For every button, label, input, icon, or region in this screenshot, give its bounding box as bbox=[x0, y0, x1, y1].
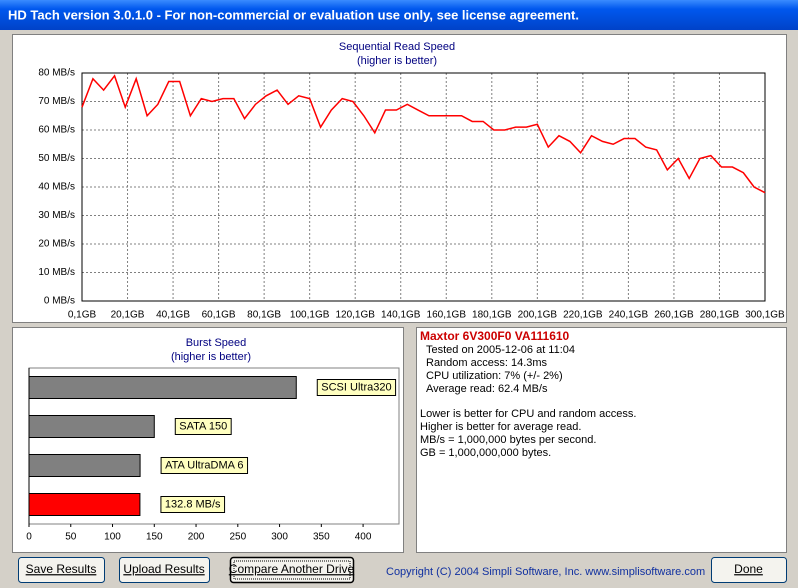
label-box bbox=[316, 379, 397, 396]
chart-subtitle: (higher is better) bbox=[171, 351, 251, 363]
x-tick-label: 400 bbox=[355, 532, 372, 543]
x-tick-label: 120,1GB bbox=[335, 310, 375, 321]
chart-title: Burst Speed bbox=[186, 337, 247, 349]
button[interactable] bbox=[229, 556, 355, 584]
x-tick-label: 240,1GB bbox=[609, 310, 649, 321]
x-tick-label: 300 bbox=[271, 532, 288, 543]
y-tick-label: 60 MB/s bbox=[38, 125, 75, 136]
info-detail: Average read: 62.4 MB/s bbox=[426, 383, 548, 395]
y-tick-label: 50 MB/s bbox=[38, 153, 75, 164]
chart-title: Sequential Read Speed bbox=[339, 41, 455, 53]
x-tick-label: 220,1GB bbox=[563, 310, 603, 321]
button[interactable] bbox=[18, 557, 105, 583]
x-tick-label: 20,1GB bbox=[111, 310, 145, 321]
bar bbox=[28, 454, 141, 477]
x-tick-label: 250 bbox=[229, 532, 246, 543]
button-label[interactable]: Done bbox=[734, 562, 763, 576]
category-label: SCSI Ultra320 bbox=[321, 381, 391, 393]
button-label[interactable]: Compare Another Drive bbox=[229, 562, 355, 576]
category-label: SATA 150 bbox=[179, 420, 227, 432]
x-tick-label: 140,1GB bbox=[381, 310, 421, 321]
x-tick-label: 200 bbox=[188, 532, 205, 543]
copyright: Copyright (C) 2004 Simpli Software, Inc.… bbox=[386, 566, 705, 578]
bar bbox=[28, 376, 297, 399]
plot-border bbox=[81, 72, 766, 302]
y-tick-label: 0 MB/s bbox=[44, 296, 75, 307]
x-tick-label: 50 bbox=[65, 532, 77, 543]
info-note: MB/s = 1,000,000 bytes per second. bbox=[420, 434, 596, 446]
x-tick-label: 200,1GB bbox=[518, 310, 558, 321]
y-tick-label: 70 MB/s bbox=[38, 96, 75, 107]
x-tick-label: 280,1GB bbox=[700, 310, 740, 321]
button-label[interactable]: Upload Results bbox=[123, 562, 204, 576]
x-tick-label: 260,1GB bbox=[654, 310, 694, 321]
y-tick-label: 80 MB/s bbox=[38, 68, 75, 79]
x-tick-label: 150 bbox=[146, 532, 163, 543]
info-note: Lower is better for CPU and random acces… bbox=[420, 408, 636, 420]
bar bbox=[28, 415, 155, 438]
x-tick-label: 0 bbox=[26, 532, 32, 543]
label-box bbox=[160, 496, 226, 513]
category-label: ATA UltraDMA 6 bbox=[165, 459, 243, 471]
x-tick-label: 60,1GB bbox=[202, 310, 236, 321]
x-tick-label: 350 bbox=[313, 532, 330, 543]
title-bar bbox=[0, 0, 798, 30]
x-tick-label: 300,1GB bbox=[745, 310, 785, 321]
info-detail: Random access: 14.3ms bbox=[426, 357, 548, 369]
info-note: Higher is better for average read. bbox=[420, 421, 581, 433]
label-box bbox=[160, 457, 249, 474]
x-tick-label: 180,1GB bbox=[472, 310, 512, 321]
y-tick-label: 10 MB/s bbox=[38, 267, 75, 278]
x-tick-label: 40,1GB bbox=[156, 310, 190, 321]
button[interactable] bbox=[119, 557, 210, 583]
info-panel bbox=[416, 327, 787, 553]
button-label[interactable]: Save Results bbox=[26, 562, 97, 576]
bar bbox=[28, 493, 141, 516]
y-tick-label: 20 MB/s bbox=[38, 239, 75, 250]
window-title: HD Tach version 3.0.1.0 - For non-commer… bbox=[8, 7, 579, 22]
chart-subtitle: (higher is better) bbox=[357, 55, 437, 67]
x-tick-label: 80,1GB bbox=[247, 310, 281, 321]
x-tick-label: 100,1GB bbox=[290, 310, 330, 321]
drive-name: Maxtor 6V300F0 VA111610 bbox=[420, 329, 570, 343]
info-detail: CPU utilization: 7% (+/- 2%) bbox=[426, 370, 563, 382]
focus-ring bbox=[233, 560, 351, 580]
label-box bbox=[174, 418, 232, 435]
x-tick-label: 100 bbox=[104, 532, 121, 543]
info-detail: Tested on 2005-12-06 at 11:04 bbox=[426, 344, 575, 356]
info-note: GB = 1,000,000,000 bytes. bbox=[420, 447, 551, 459]
value-label: 132.8 MB/s bbox=[165, 498, 221, 510]
y-tick-label: 30 MB/s bbox=[38, 210, 75, 221]
x-tick-label: 0,1GB bbox=[68, 310, 97, 321]
read-speed-line bbox=[81, 74, 766, 194]
y-tick-label: 40 MB/s bbox=[38, 182, 75, 193]
x-tick-label: 160,1GB bbox=[427, 310, 467, 321]
button[interactable] bbox=[711, 557, 787, 583]
